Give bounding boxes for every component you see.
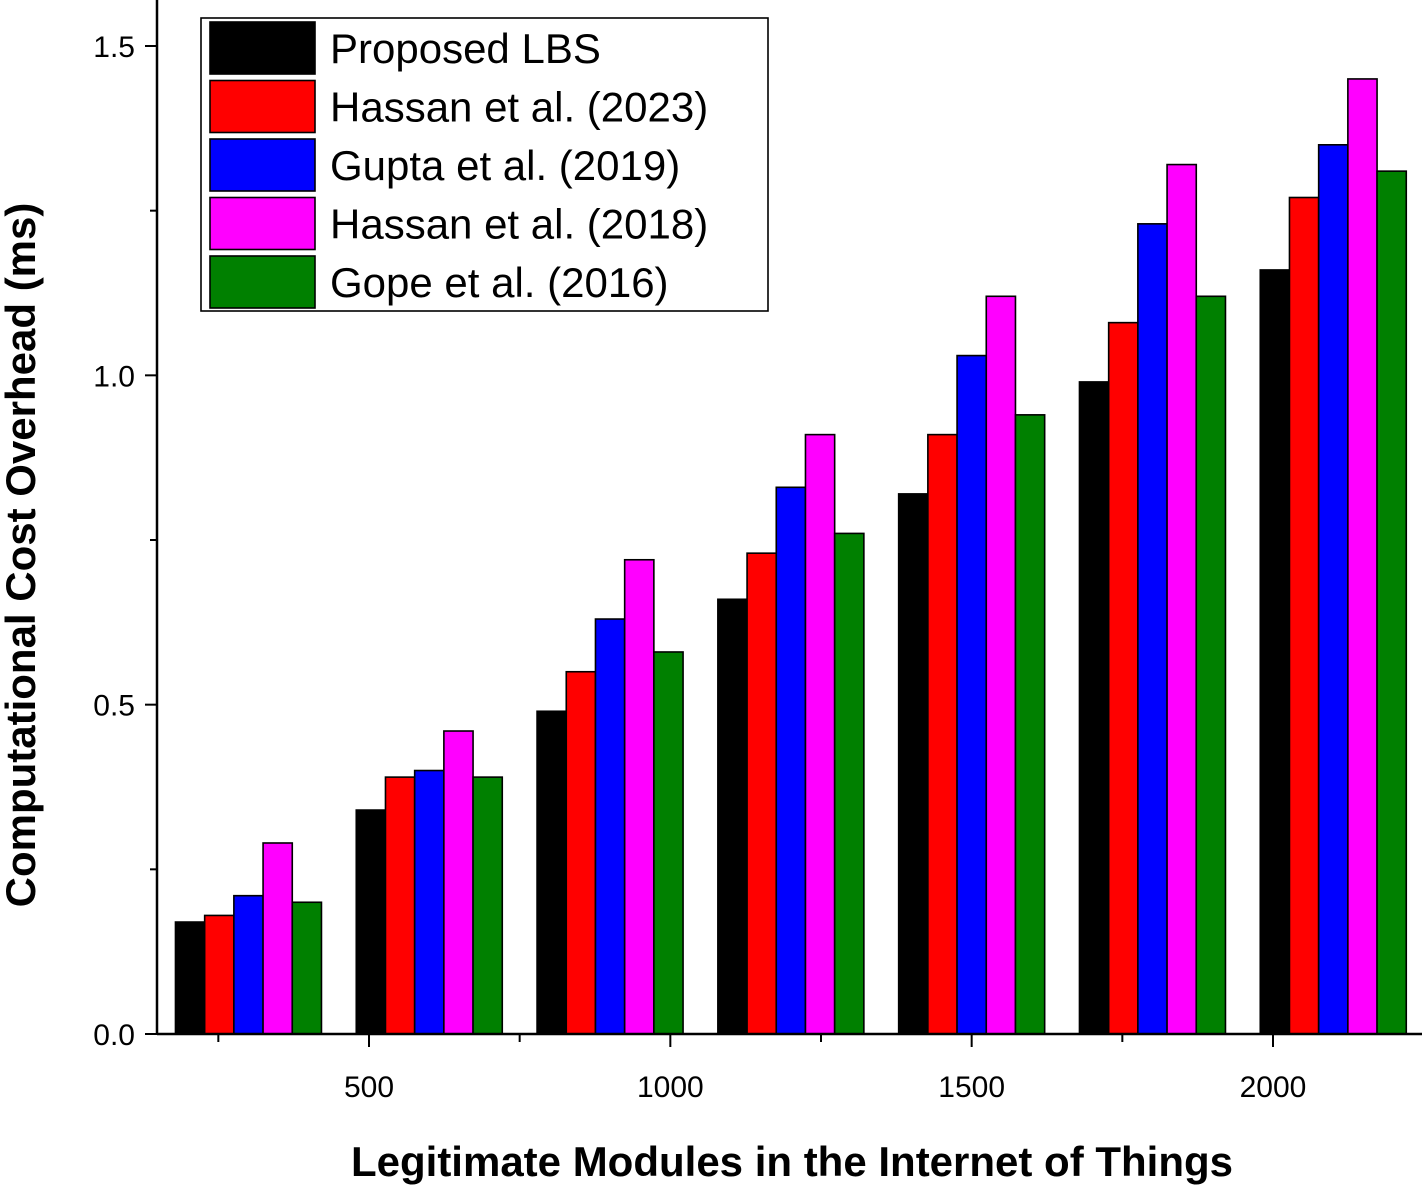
bar-gupta-et-al-2019--1500 (956, 354, 988, 1035)
bar-gope-et-al-2016--1500 (1014, 414, 1046, 1035)
bar-hassan-et-al-2023--1800 (1107, 321, 1139, 1035)
x-tick-label-1000: 1000 (637, 1071, 704, 1104)
x-tick-label-2000: 2000 (1240, 1071, 1307, 1104)
bar-hassan-et-al-2018--1800 (1166, 163, 1198, 1035)
bar-hassan-et-al-2018--600 (443, 730, 474, 1035)
legend-swatch-hassan-et-al-2018- (209, 196, 316, 251)
bar-hassan-et-al-2018--900 (623, 558, 655, 1035)
bar-hassan-et-al-2018--1200 (804, 433, 836, 1035)
legend-swatch-gope-et-al-2016- (209, 255, 316, 309)
y-tick-label-1.5: 1.5 (93, 31, 135, 64)
x-tick-label-500: 500 (344, 1071, 394, 1104)
bar-hassan-et-al-2018--300 (262, 842, 294, 1035)
legend-swatch-gupta-et-al-2019- (209, 138, 316, 192)
axes-layer (155, 0, 1422, 1036)
bar-proposed-lbs-2100 (1259, 269, 1291, 1035)
legend-swatch-hassan-et-al-2023- (209, 79, 316, 134)
bar-gupta-et-al-2019--600 (413, 769, 445, 1035)
bar-hassan-et-al-2023--1200 (746, 552, 778, 1035)
bar-gupta-et-al-2019--2100 (1317, 144, 1349, 1035)
legend: Proposed LBS Hassan et al. (2023) Gupta et… (200, 17, 769, 312)
legend-swatch-proposed-lbs (209, 21, 316, 75)
bar-gope-et-al-2016--900 (653, 651, 684, 1035)
bar-proposed-lbs-600 (355, 809, 387, 1035)
bar-proposed-lbs-300 (174, 921, 206, 1035)
legend-label-gupta-et-al-2019-: Gupta et al. (2019) (330, 142, 680, 189)
bar-proposed-lbs-900 (536, 710, 568, 1035)
y-axis-title: Computational Cost Overhead (ms) (0, 203, 44, 908)
bar-hassan-et-al-2023--2100 (1288, 196, 1320, 1035)
bar-hassan-et-al-2023--900 (565, 670, 597, 1035)
y-tick-label-0.0: 0.0 (93, 1019, 135, 1052)
x-tick-label-1500: 1500 (938, 1071, 1005, 1104)
bars-layer (174, 78, 1408, 1035)
legend-label-hassan-et-al-2018-: Hassan et al. (2018) (330, 201, 708, 248)
y-tick-label-1.0: 1.0 (93, 360, 135, 393)
legend-label-gope-et-al-2016-: Gope et al. (2016) (330, 259, 669, 306)
bar-hassan-et-al-2018--1500 (985, 295, 1017, 1035)
bar-gope-et-al-2016--600 (472, 776, 504, 1035)
bar-proposed-lbs-1800 (1078, 381, 1110, 1035)
bar-proposed-lbs-1200 (717, 598, 748, 1035)
legend-label-proposed-lbs: Proposed LBS (330, 25, 601, 72)
bar-gupta-et-al-2019--900 (594, 618, 626, 1035)
bar-gope-et-al-2016--1200 (833, 532, 865, 1035)
bar-hassan-et-al-2023--300 (203, 914, 235, 1035)
ticks-layer: 0.0 0.5 1.0 1.5 500 1000 1500 2000 (93, 31, 1306, 1104)
bar-proposed-lbs-1500 (897, 493, 929, 1035)
bar-hassan-et-al-2023--1500 (927, 433, 958, 1035)
bar-gupta-et-al-2019--1800 (1137, 223, 1168, 1035)
bar-gope-et-al-2016--1800 (1195, 295, 1227, 1035)
y-tick-label-0.5: 0.5 (93, 690, 135, 723)
bar-gope-et-al-2016--2100 (1376, 170, 1408, 1035)
legend-label-hassan-et-al-2023-: Hassan et al. (2023) (330, 84, 708, 131)
x-axis-title: Legitimate Modules in the Internet of Th… (351, 1138, 1233, 1185)
bar-hassan-et-al-2018--2100 (1347, 78, 1378, 1035)
bar-hassan-et-al-2023--600 (384, 776, 416, 1035)
bar-gope-et-al-2016--300 (291, 901, 323, 1035)
bar-gupta-et-al-2019--1200 (775, 486, 807, 1035)
bar-gupta-et-al-2019--300 (233, 894, 264, 1035)
